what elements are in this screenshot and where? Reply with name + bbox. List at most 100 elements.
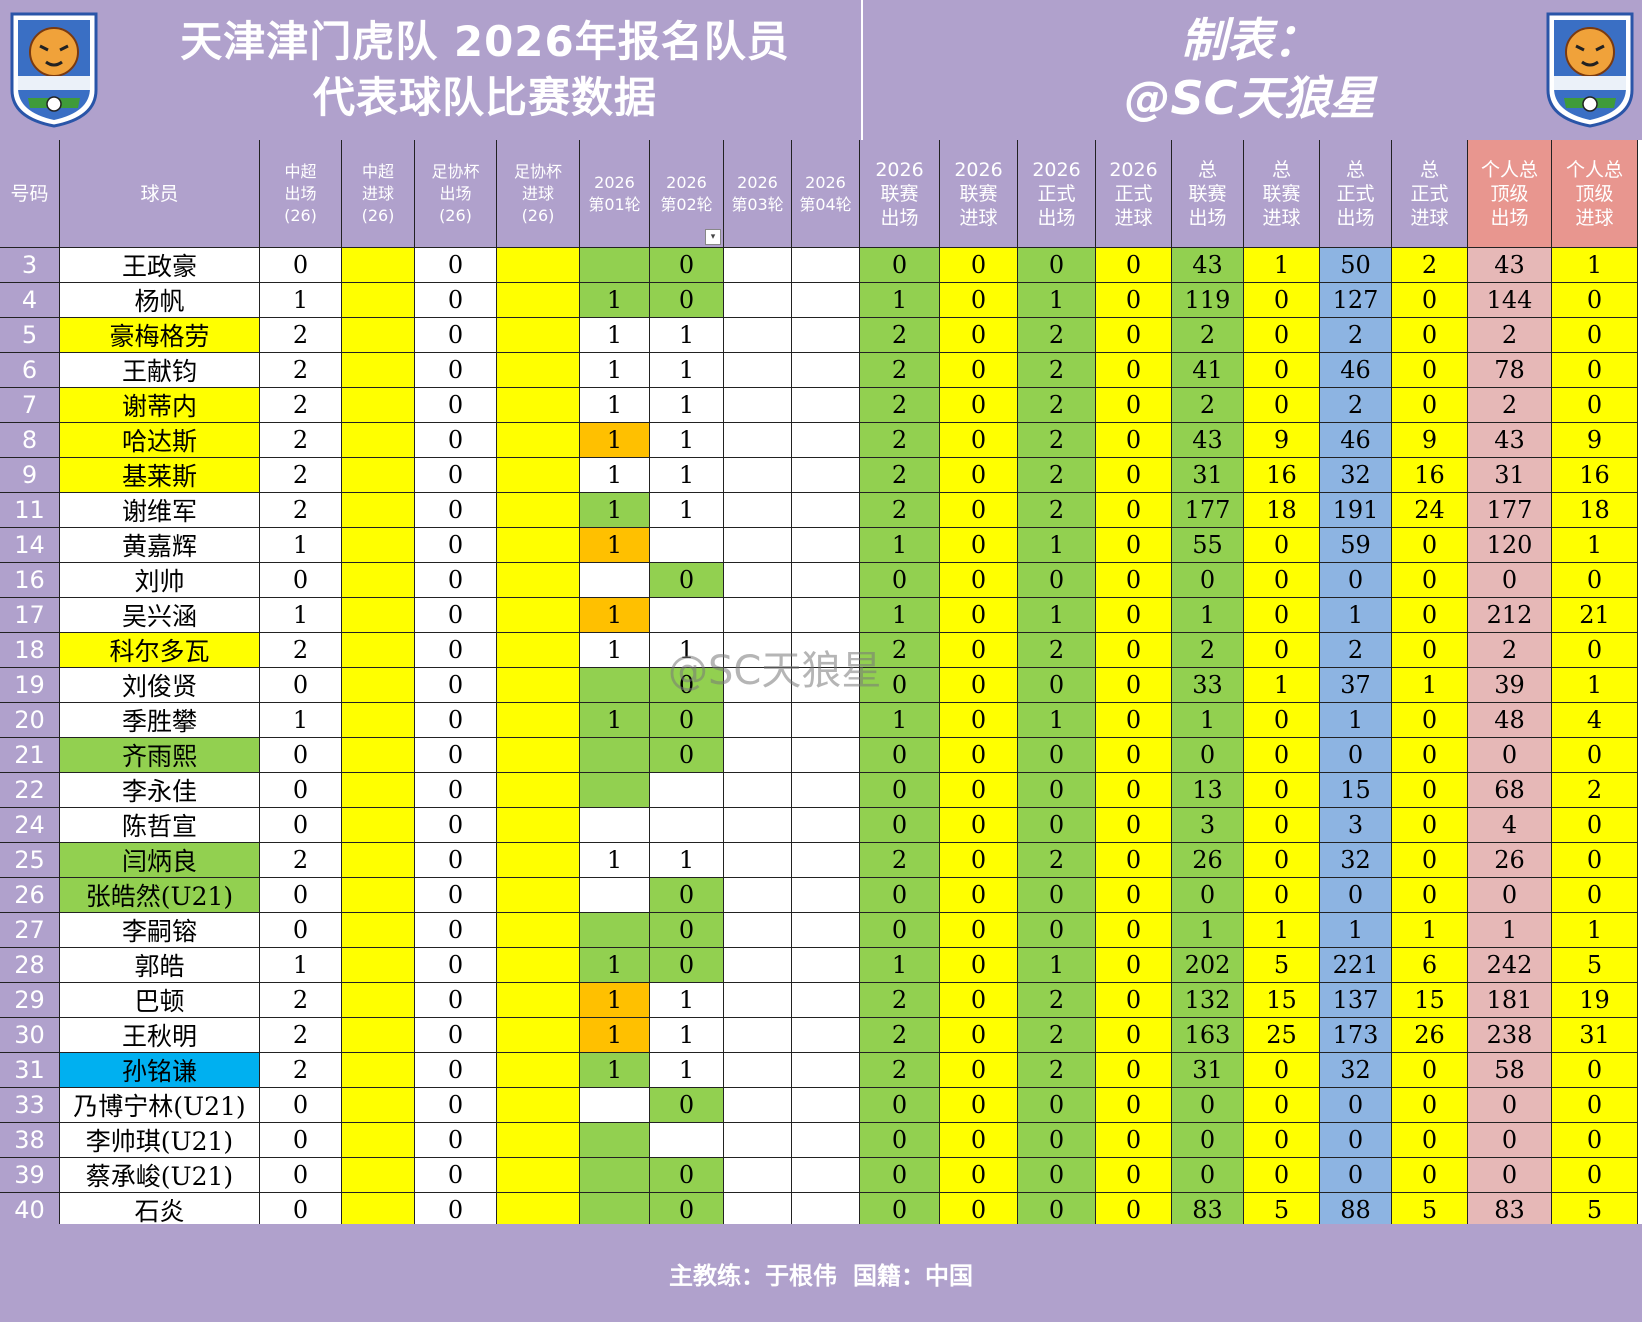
stat-cell: 0 [1096, 528, 1172, 563]
stat-cell [724, 1193, 792, 1228]
stat-cell: 0 [415, 283, 497, 318]
stat-cell: 0 [260, 738, 342, 773]
stat-cell: 0 [415, 388, 497, 423]
stat-cell: 0 [260, 563, 342, 598]
stat-cell: 3 [1320, 808, 1392, 843]
stat-cell: 2 [1018, 1053, 1096, 1088]
stat-cell: 43 [1468, 423, 1552, 458]
stat-cell: 0 [940, 493, 1018, 528]
stat-cell [342, 878, 415, 913]
jersey-number-cell: 22 [0, 773, 60, 808]
player-name-cell: 吴兴涵 [60, 598, 260, 633]
stat-cell: 0 [1244, 703, 1320, 738]
filter-dropdown-icon[interactable]: ▾ [705, 229, 721, 245]
stat-cell: 19 [1552, 983, 1638, 1018]
player-name-cell: 黄嘉辉 [60, 528, 260, 563]
stat-cell: 0 [415, 808, 497, 843]
stat-cell: 0 [1018, 878, 1096, 913]
jersey-number-cell: 4 [0, 283, 60, 318]
stat-cell: 1 [650, 318, 724, 353]
stat-cell [342, 493, 415, 528]
stat-cell [792, 598, 860, 633]
stat-cell [580, 913, 650, 948]
stat-cell: 2 [1018, 493, 1096, 528]
stat-cell [342, 1088, 415, 1123]
stat-cell [724, 703, 792, 738]
stat-cell: 2 [860, 318, 940, 353]
stat-cell: 221 [1320, 948, 1392, 983]
stat-cell: 238 [1468, 1018, 1552, 1053]
stat-cell: 0 [860, 808, 940, 843]
stat-cell: 1 [1552, 528, 1638, 563]
stat-cell [580, 878, 650, 913]
stat-cell: 132 [1172, 983, 1244, 1018]
stat-cell [724, 283, 792, 318]
stat-cell: 0 [860, 738, 940, 773]
stat-cell: 6 [1392, 948, 1468, 983]
stat-cell: 15 [1392, 983, 1468, 1018]
stat-cell: 4 [1552, 703, 1638, 738]
player-name-cell: 王政豪 [60, 248, 260, 283]
stat-cell: 18 [1244, 493, 1320, 528]
stat-cell: 0 [1172, 1088, 1244, 1123]
stat-cell: 0 [1552, 808, 1638, 843]
stat-cell [497, 1158, 580, 1193]
stat-cell [497, 633, 580, 668]
stat-cell: 48 [1468, 703, 1552, 738]
stat-cell [650, 808, 724, 843]
stat-cell: 0 [1392, 283, 1468, 318]
stat-cell: 1 [1552, 668, 1638, 703]
stat-cell [724, 878, 792, 913]
stat-cell: 0 [1392, 703, 1468, 738]
player-name-cell: 闫炳良 [60, 843, 260, 878]
stat-cell [580, 1123, 650, 1158]
column-header: 足协杯 出场 (26) [415, 140, 497, 248]
column-header: 2026 第01轮 [580, 140, 650, 248]
player-name-cell: 王献钧 [60, 353, 260, 388]
stat-cell [792, 1088, 860, 1123]
stat-cell: 0 [1172, 878, 1244, 913]
stat-cell [792, 913, 860, 948]
stat-cell: 0 [1392, 1053, 1468, 1088]
stat-cell [724, 248, 792, 283]
stat-cell: 46 [1320, 423, 1392, 458]
stat-cell [342, 563, 415, 598]
stat-cell: 0 [1244, 283, 1320, 318]
stat-cell: 0 [1096, 248, 1172, 283]
stat-cell: 1 [1018, 528, 1096, 563]
stat-cell: 0 [1096, 493, 1172, 528]
stat-cell: 2 [260, 423, 342, 458]
stat-cell: 163 [1172, 1018, 1244, 1053]
stat-cell: 1 [580, 598, 650, 633]
stat-cell [580, 738, 650, 773]
jersey-number-cell: 7 [0, 388, 60, 423]
stat-cell [342, 948, 415, 983]
stat-cell: 0 [1244, 528, 1320, 563]
stat-cell: 31 [1172, 458, 1244, 493]
player-name-cell: 石炎 [60, 1193, 260, 1228]
stat-cell: 1 [580, 703, 650, 738]
stat-cell [724, 1053, 792, 1088]
stat-cell: 0 [1096, 318, 1172, 353]
jersey-number-cell: 33 [0, 1088, 60, 1123]
jersey-number-cell: 9 [0, 458, 60, 493]
stat-cell: 2 [1018, 458, 1096, 493]
stat-cell: 0 [1468, 1088, 1552, 1123]
stat-cell: 0 [940, 528, 1018, 563]
stat-cell: 0 [1096, 738, 1172, 773]
stat-cell: 0 [1392, 353, 1468, 388]
stat-cell [580, 808, 650, 843]
stat-cell [792, 423, 860, 458]
stat-cell: 0 [1320, 563, 1392, 598]
player-name-cell: 刘帅 [60, 563, 260, 598]
stat-cell: 0 [1468, 1158, 1552, 1193]
stat-cell [792, 1053, 860, 1088]
stat-cell [342, 1053, 415, 1088]
player-name-cell: 哈达斯 [60, 423, 260, 458]
title-panel: 天津津门虎队 2026年报名队员 代表球队比赛数据 [0, 0, 863, 140]
stat-cell: 16 [1244, 458, 1320, 493]
jersey-number-cell: 26 [0, 878, 60, 913]
stat-cell: 0 [415, 878, 497, 913]
stat-cell: 0 [650, 948, 724, 983]
stat-cell: 31 [1172, 1053, 1244, 1088]
